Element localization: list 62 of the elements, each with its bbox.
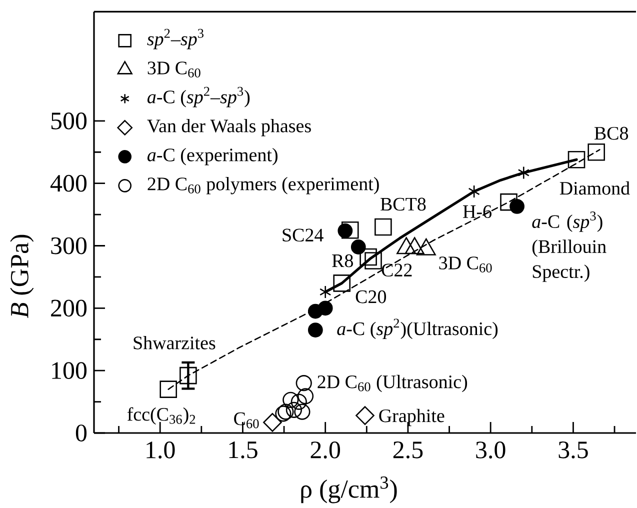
x-tick-label: 3.5 bbox=[558, 442, 588, 458]
point bbox=[568, 150, 586, 168]
legend-label: a-C (sp$^{2}$–sp$^{3}$) bbox=[147, 86, 250, 108]
legend-label: a-C (experiment) bbox=[147, 148, 278, 166]
point bbox=[500, 193, 518, 211]
annotation: H-6 bbox=[463, 205, 492, 218]
annotation: Graphite bbox=[379, 408, 444, 426]
annotation: SC24 bbox=[282, 228, 324, 242]
x-axis-title: ρ (g/cm$^{3}$) bbox=[301, 476, 397, 504]
point bbox=[338, 223, 353, 238]
point bbox=[360, 248, 377, 266]
annotation: a-C (sp$^{3}$) (Brillouin Spectr.) bbox=[532, 212, 606, 282]
point bbox=[518, 166, 530, 180]
y-tick-label: 300 bbox=[51, 237, 87, 254]
legend-label: Van der Waals phases bbox=[147, 119, 311, 136]
point bbox=[468, 184, 480, 198]
annotation: 2D C$_{60}$ (Ultrasonic) bbox=[318, 374, 468, 392]
point bbox=[296, 375, 312, 392]
y-tick-label: 400 bbox=[50, 174, 87, 192]
annotation: fcc(C$_{36}$)$_{2}$ bbox=[127, 407, 196, 425]
x-tick-label: 2.5 bbox=[393, 442, 423, 458]
point bbox=[297, 388, 314, 404]
x-tick-label: 1.0 bbox=[146, 442, 175, 459]
annotation: R8 bbox=[332, 254, 353, 268]
legend-label: 2D C$_{60}$ polymers (experiment) bbox=[148, 177, 379, 194]
x-tick-label: 3.0 bbox=[476, 442, 506, 459]
point bbox=[374, 218, 392, 236]
annotation: 3D C$_{60}$ bbox=[439, 256, 492, 272]
x-tick-label: 1.5 bbox=[229, 442, 258, 458]
annotation: Shwarzites bbox=[134, 336, 216, 350]
annotation: Diamond bbox=[560, 181, 630, 195]
x-tick-label: 2.0 bbox=[310, 442, 340, 459]
annotation: C$_{60}$ bbox=[234, 412, 259, 428]
point bbox=[160, 380, 178, 398]
point bbox=[364, 252, 382, 270]
point bbox=[180, 366, 197, 384]
point bbox=[333, 274, 351, 292]
point bbox=[263, 412, 282, 432]
y-tick-label: 200 bbox=[51, 300, 87, 317]
y-tick-label: 0 bbox=[76, 424, 87, 442]
annotation: a-C (sp$^{2}$)(Ultrasonic) bbox=[337, 318, 498, 340]
annotation: BCT8 bbox=[380, 198, 426, 211]
point bbox=[356, 406, 374, 425]
annotation: C20 bbox=[356, 290, 386, 304]
annotation: C22 bbox=[382, 264, 412, 277]
point bbox=[350, 240, 366, 254]
point bbox=[318, 300, 333, 316]
point bbox=[341, 222, 359, 239]
point bbox=[308, 322, 323, 338]
legend-label: 3D C$_{60}$ bbox=[148, 62, 200, 78]
point bbox=[286, 402, 302, 418]
legend-label: sp$^{2}$–sp$^{3}$ bbox=[147, 28, 204, 50]
point bbox=[588, 143, 605, 161]
point bbox=[290, 394, 307, 410]
y-tick-label: 100 bbox=[52, 362, 87, 380]
point bbox=[510, 198, 524, 214]
annotation: BC8 bbox=[594, 126, 628, 140]
point bbox=[320, 285, 332, 299]
point bbox=[294, 404, 310, 420]
y-tick-label: 500 bbox=[51, 112, 87, 130]
point bbox=[282, 392, 299, 408]
y-axis-title: B (GPa) bbox=[10, 234, 34, 318]
